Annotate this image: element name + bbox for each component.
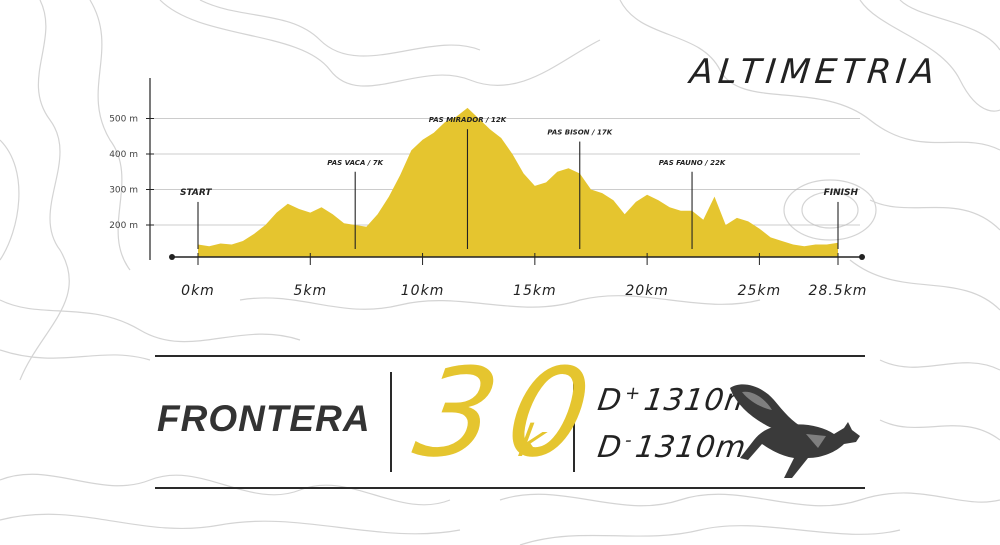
- race-distance-number: 30: [405, 342, 614, 484]
- waypoint-markers: START PAS VACA / 7K PAS MIRADOR / 12K PAS B…: [180, 116, 858, 249]
- elevation-area: [198, 107, 838, 258]
- elevation-area-path: [198, 107, 838, 258]
- marker-label: PAS FAUNO / 22K: [659, 159, 726, 167]
- x-axis-end-dot: [859, 254, 865, 260]
- x-tick-label: 5km: [293, 283, 327, 299]
- separator-right: [573, 372, 575, 472]
- x-tick-label: 28.5km: [809, 283, 868, 299]
- chart-title: ALTIMETRIA: [687, 52, 942, 92]
- y-ticks: 200 m 300 m 400 m 500 m: [109, 115, 154, 231]
- x-tick-label: 0km: [181, 283, 215, 299]
- marker-label: START: [180, 188, 212, 198]
- marker-label: PAS BISON / 17K: [547, 129, 612, 137]
- race-name: FRONTERA: [157, 398, 371, 439]
- separator-left: [390, 372, 392, 472]
- x-ticks: 0km 5km 10km 15km 20km 25km 28.5km: [181, 253, 868, 299]
- loss-sign: -: [623, 430, 635, 451]
- x-tick-label: 25km: [738, 283, 782, 299]
- marker-label: PAS MIRADOR / 12K: [429, 116, 507, 124]
- x-tick-label: 10km: [401, 283, 445, 299]
- y-tick-label: 300 m: [109, 186, 138, 196]
- marker-label: PAS VACA / 7K: [327, 159, 383, 167]
- axes: [149, 78, 865, 260]
- fox-icon: [730, 384, 860, 478]
- y-tick-label: 500 m: [109, 115, 138, 125]
- top-divider: [155, 355, 865, 357]
- x-tick-label: 20km: [625, 283, 669, 299]
- marker-label: FINISH: [824, 188, 859, 198]
- x-axis-start-dot: [169, 254, 175, 260]
- bottom-divider: [155, 487, 865, 489]
- loss-label: D: [595, 430, 625, 465]
- gain-label: D: [595, 383, 625, 418]
- y-tick-label: 200 m: [109, 221, 138, 231]
- x-tick-label: 15km: [513, 283, 557, 299]
- gain-sign: +: [623, 383, 643, 404]
- y-tick-label: 400 m: [109, 150, 138, 160]
